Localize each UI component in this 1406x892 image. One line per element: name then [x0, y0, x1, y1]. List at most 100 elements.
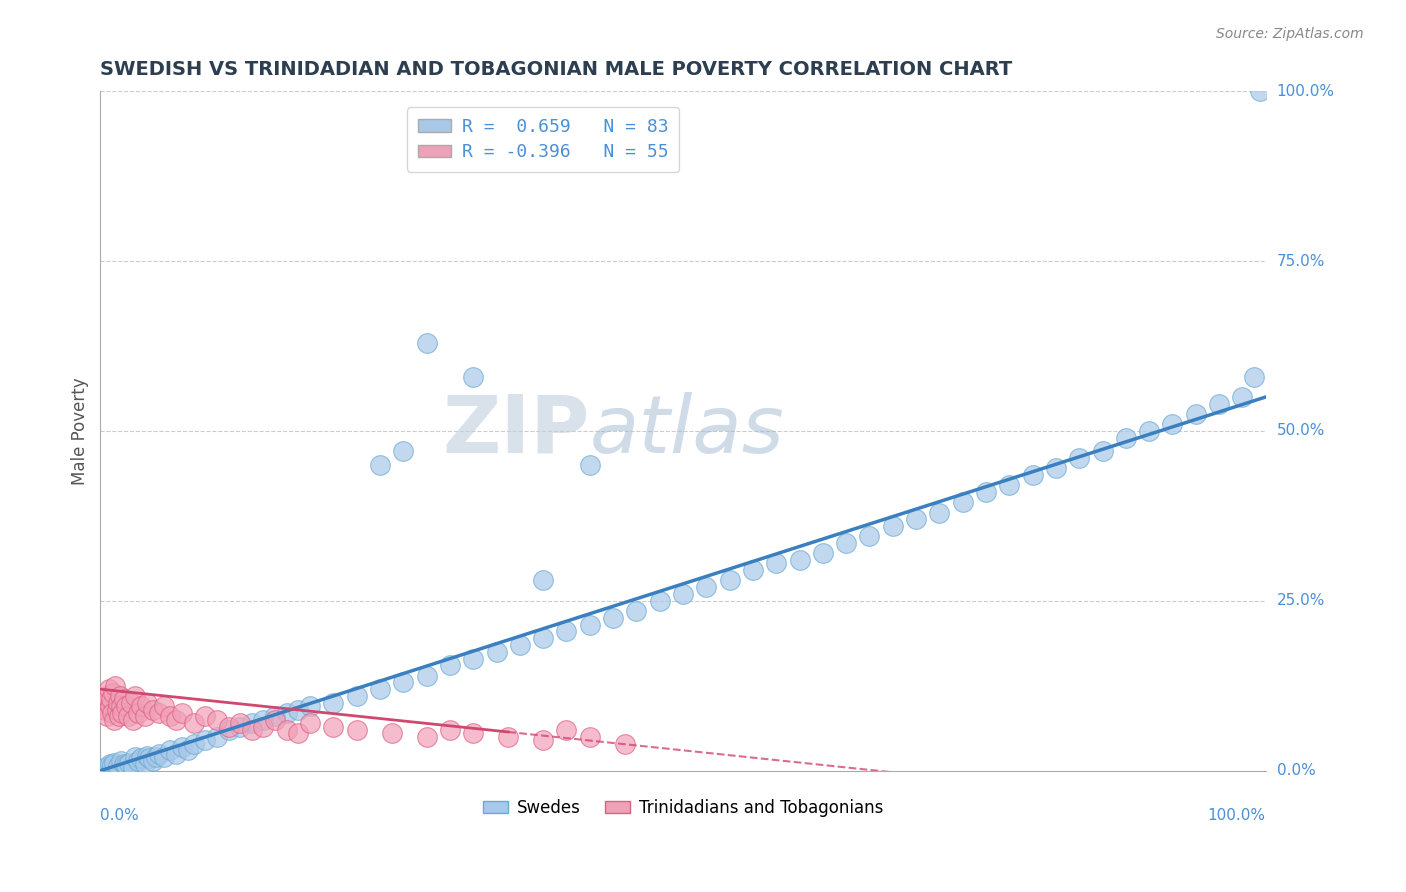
Point — [107, 696, 129, 710]
Text: SWEDISH VS TRINIDADIAN AND TOBAGONIAN MALE POVERTY CORRELATION CHART: SWEDISH VS TRINIDADIAN AND TOBAGONIAN MA… — [100, 60, 1012, 78]
Text: Source: ZipAtlas.com: Source: ZipAtlas.com — [1216, 27, 1364, 41]
Point — [177, 743, 200, 757]
Point — [159, 743, 181, 757]
Point — [101, 706, 124, 720]
Point — [96, 689, 118, 703]
Point — [142, 754, 165, 768]
Point — [115, 699, 138, 714]
Point — [578, 730, 600, 744]
Point — [439, 723, 461, 737]
Point — [287, 726, 309, 740]
Point — [142, 702, 165, 716]
Point — [299, 716, 322, 731]
Point — [252, 720, 274, 734]
Text: 100.0%: 100.0% — [1208, 808, 1265, 823]
Text: atlas: atlas — [589, 392, 785, 470]
Point — [96, 709, 118, 723]
Point — [97, 682, 120, 697]
Point — [974, 485, 997, 500]
Point — [170, 706, 193, 720]
Point — [626, 604, 648, 618]
Point — [718, 574, 741, 588]
Point — [115, 758, 138, 772]
Point — [159, 709, 181, 723]
Point — [148, 747, 170, 761]
Point — [112, 692, 135, 706]
Point — [124, 750, 146, 764]
Text: 25.0%: 25.0% — [1277, 593, 1324, 608]
Point — [811, 546, 834, 560]
Text: 0.0%: 0.0% — [100, 808, 139, 823]
Point — [98, 756, 121, 771]
Text: ZIP: ZIP — [443, 392, 589, 470]
Point — [1184, 407, 1206, 421]
Point — [129, 751, 152, 765]
Point — [240, 723, 263, 737]
Point — [765, 557, 787, 571]
Point — [165, 747, 187, 761]
Point — [91, 696, 114, 710]
Point — [463, 369, 485, 384]
Point — [136, 696, 159, 710]
Point — [145, 750, 167, 764]
Point — [998, 478, 1021, 492]
Point — [122, 759, 145, 773]
Point — [858, 529, 880, 543]
Point — [346, 689, 368, 703]
Point — [111, 706, 134, 720]
Point — [104, 679, 127, 693]
Point — [368, 682, 391, 697]
Point — [578, 617, 600, 632]
Point — [346, 723, 368, 737]
Point — [1161, 417, 1184, 432]
Point — [229, 716, 252, 731]
Point — [108, 709, 131, 723]
Point — [276, 706, 298, 720]
Point — [103, 713, 125, 727]
Point — [531, 733, 554, 747]
Point — [183, 737, 205, 751]
Point — [789, 553, 811, 567]
Point — [555, 723, 578, 737]
Point — [415, 668, 437, 682]
Point — [264, 713, 287, 727]
Point — [485, 645, 508, 659]
Point — [105, 702, 128, 716]
Point — [1243, 369, 1265, 384]
Point — [170, 739, 193, 754]
Point — [1208, 397, 1230, 411]
Point — [415, 335, 437, 350]
Point — [96, 760, 118, 774]
Point — [928, 506, 950, 520]
Point — [94, 702, 117, 716]
Point — [127, 754, 149, 768]
Y-axis label: Male Poverty: Male Poverty — [72, 377, 89, 484]
Point — [165, 713, 187, 727]
Point — [136, 748, 159, 763]
Point — [218, 723, 240, 737]
Point — [463, 651, 485, 665]
Point — [1021, 468, 1043, 483]
Point — [101, 685, 124, 699]
Legend: R =  0.659   N = 83, R = -0.396   N = 55: R = 0.659 N = 83, R = -0.396 N = 55 — [408, 107, 679, 172]
Point — [695, 580, 717, 594]
Point — [392, 444, 415, 458]
Point — [117, 709, 139, 723]
Text: 100.0%: 100.0% — [1277, 84, 1334, 99]
Point — [742, 563, 765, 577]
Point — [531, 574, 554, 588]
Point — [392, 675, 415, 690]
Text: 0.0%: 0.0% — [1277, 764, 1316, 778]
Point — [120, 696, 142, 710]
Point — [134, 756, 156, 771]
Point — [124, 689, 146, 703]
Point — [138, 751, 160, 765]
Point — [112, 756, 135, 771]
Point — [134, 709, 156, 723]
Point — [555, 624, 578, 639]
Point — [322, 720, 344, 734]
Point — [415, 730, 437, 744]
Point — [287, 702, 309, 716]
Point — [194, 733, 217, 747]
Point — [531, 631, 554, 645]
